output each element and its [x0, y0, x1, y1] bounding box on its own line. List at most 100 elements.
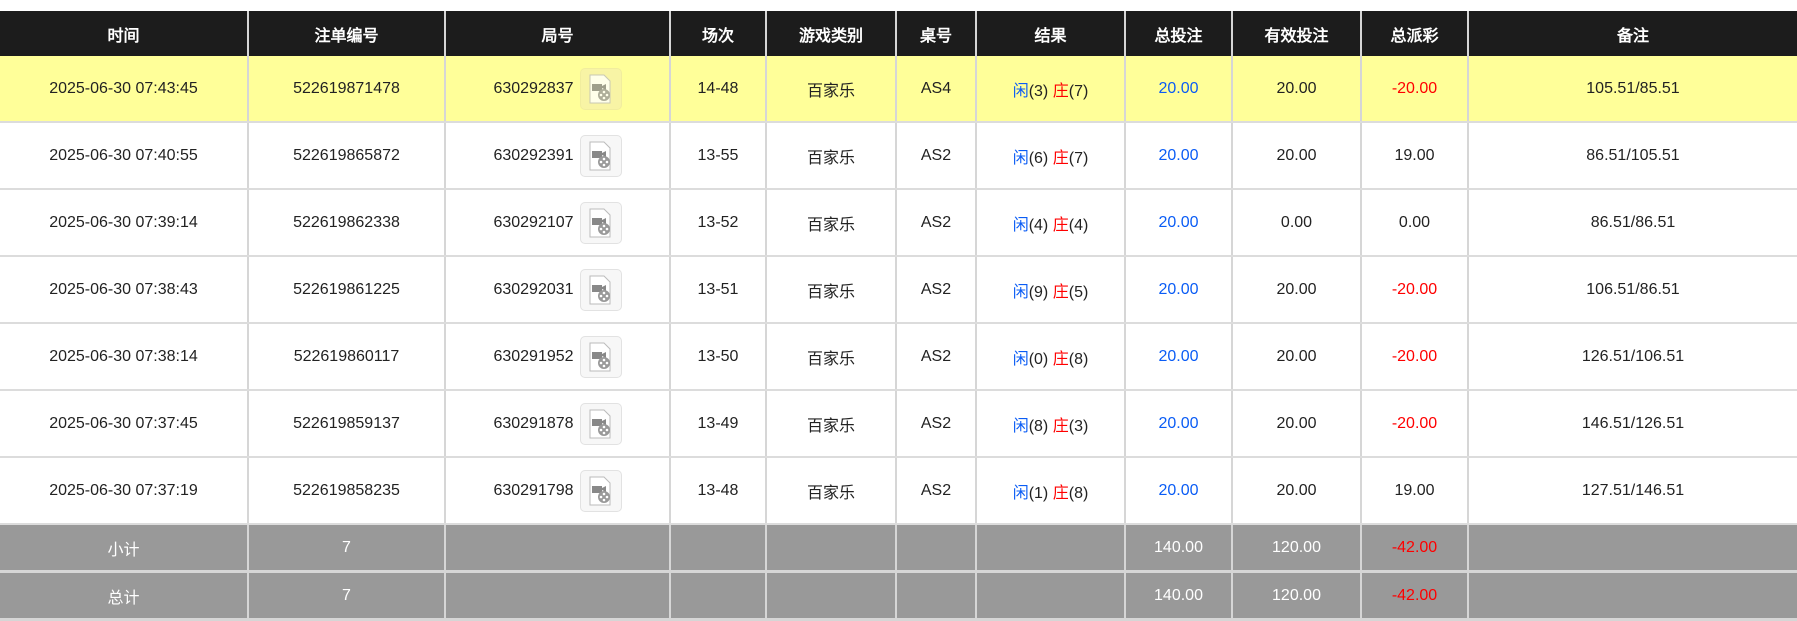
column-header[interactable]: 桌号 — [895, 11, 976, 56]
player-label: 闲 — [1012, 484, 1029, 502]
column-header[interactable]: 有效投注 — [1231, 11, 1361, 56]
total-bet-cell: 20.00 — [1124, 390, 1232, 458]
table-row: 2025-06-30 07:37:19 522619858235 6302917… — [0, 457, 1797, 525]
game-cell: 百家乐 — [765, 189, 896, 257]
game-cell: 百家乐 — [765, 323, 896, 391]
banker-label: 庄 — [1052, 283, 1069, 301]
table-header-row: 时间 注单编号 局号 场次 游戏类别 桌号 结果 总投注 有效投注 总派彩 备注 — [0, 11, 1797, 56]
player-score: (6) — [1028, 149, 1049, 167]
video-file-icon[interactable] — [579, 402, 622, 445]
note-cell: 105.51/85.51 — [1467, 56, 1797, 123]
banker-score: (5) — [1068, 283, 1089, 301]
payout-cell: -20.00 — [1360, 256, 1468, 324]
column-header[interactable]: 结果 — [975, 11, 1125, 56]
player-label: 闲 — [1012, 350, 1029, 368]
valid-bet-cell: 0.00 — [1231, 189, 1361, 257]
total-bet-cell: 20.00 — [1124, 256, 1232, 324]
note-cell: 127.51/146.51 — [1467, 457, 1797, 525]
player-score: (3) — [1028, 82, 1049, 100]
game-cell: 百家乐 — [765, 390, 896, 458]
game-cell: 百家乐 — [765, 122, 896, 190]
round-cell: 630291952 — [444, 323, 670, 391]
table-cell: AS2 — [895, 323, 976, 391]
video-file-icon[interactable] — [579, 201, 622, 244]
payout-cell: 19.00 — [1360, 122, 1468, 190]
column-header[interactable]: 局号 — [444, 11, 670, 56]
round-cell: 630291798 — [444, 457, 670, 525]
column-header[interactable]: 注单编号 — [247, 11, 445, 56]
time-cell: 2025-06-30 07:38:43 — [0, 256, 248, 324]
shoe-cell: 13-51 — [669, 256, 766, 324]
total-bet-cell: 20.00 — [1124, 323, 1232, 391]
table-cell: AS2 — [895, 457, 976, 525]
banker-label: 庄 — [1052, 216, 1069, 234]
round-cell: 630292837 — [444, 56, 670, 123]
bet-id-cell: 522619862338 — [247, 189, 445, 257]
result-cell: 闲(6) 庄(7) — [975, 122, 1125, 190]
banker-label: 庄 — [1052, 417, 1069, 435]
shoe-cell: 13-55 — [669, 122, 766, 190]
note-cell: 86.51/86.51 — [1467, 189, 1797, 257]
table-row: 2025-06-30 07:37:45 522619859137 6302918… — [0, 390, 1797, 458]
table-cell: AS2 — [895, 390, 976, 458]
valid-bet-cell: 20.00 — [1231, 390, 1361, 458]
banker-score: (4) — [1068, 216, 1089, 234]
video-file-icon[interactable] — [579, 67, 622, 110]
payout-cell: 0.00 — [1360, 189, 1468, 257]
column-header[interactable]: 场次 — [669, 11, 766, 56]
banker-label: 庄 — [1052, 82, 1069, 100]
grandtotal-total-bet: 140.00 — [1124, 571, 1232, 621]
grandtotal-count: 7 — [247, 571, 445, 621]
game-cell: 百家乐 — [765, 256, 896, 324]
round-number: 630292107 — [493, 213, 574, 231]
video-file-icon[interactable] — [579, 134, 622, 177]
valid-bet-cell: 20.00 — [1231, 323, 1361, 391]
player-label: 闲 — [1012, 82, 1029, 100]
video-file-icon[interactable] — [579, 469, 622, 512]
round-cell: 630292107 — [444, 189, 670, 257]
subtotal-valid-bet: 120.00 — [1231, 524, 1361, 573]
banker-score: (8) — [1068, 484, 1089, 502]
player-label: 闲 — [1012, 149, 1029, 167]
time-cell: 2025-06-30 07:43:45 — [0, 56, 248, 123]
column-header[interactable]: 总投注 — [1124, 11, 1232, 56]
shoe-cell: 13-48 — [669, 457, 766, 525]
player-score: (4) — [1028, 216, 1049, 234]
subtotal-count: 7 — [247, 524, 445, 573]
round-cell: 630292031 — [444, 256, 670, 324]
column-header[interactable]: 时间 — [0, 11, 248, 56]
round-cell: 630291878 — [444, 390, 670, 458]
banker-label: 庄 — [1052, 484, 1069, 502]
bet-id-cell: 522619859137 — [247, 390, 445, 458]
valid-bet-cell: 20.00 — [1231, 457, 1361, 525]
shoe-cell: 13-50 — [669, 323, 766, 391]
table-cell: AS2 — [895, 122, 976, 190]
player-score: (9) — [1028, 283, 1049, 301]
video-file-icon[interactable] — [579, 335, 622, 378]
subtotal-total-bet: 140.00 — [1124, 524, 1232, 573]
valid-bet-cell: 20.00 — [1231, 56, 1361, 123]
total-bet-cell: 20.00 — [1124, 56, 1232, 123]
banker-label: 庄 — [1052, 350, 1069, 368]
column-header[interactable]: 游戏类别 — [765, 11, 896, 56]
table-row: 2025-06-30 07:43:45 522619871478 6302928… — [0, 56, 1797, 123]
grandtotal-label: 总计 — [0, 571, 248, 621]
column-header[interactable]: 备注 — [1467, 11, 1797, 56]
game-cell: 百家乐 — [765, 56, 896, 123]
player-score: (0) — [1028, 350, 1049, 368]
result-cell: 闲(3) 庄(7) — [975, 56, 1125, 123]
shoe-cell: 14-48 — [669, 56, 766, 123]
column-header[interactable]: 总派彩 — [1360, 11, 1468, 56]
note-cell: 106.51/86.51 — [1467, 256, 1797, 324]
video-file-icon[interactable] — [579, 268, 622, 311]
grandtotal-payout: -42.00 — [1360, 571, 1468, 621]
subtotal-row: 小计 7 140.00 120.00 -42.00 — [0, 524, 1797, 573]
note-cell: 86.51/105.51 — [1467, 122, 1797, 190]
player-label: 闲 — [1012, 417, 1029, 435]
round-number: 630291878 — [493, 414, 574, 432]
table-cell: AS2 — [895, 256, 976, 324]
time-cell: 2025-06-30 07:38:14 — [0, 323, 248, 391]
round-number: 630291952 — [493, 347, 574, 365]
result-cell: 闲(9) 庄(5) — [975, 256, 1125, 324]
bet-id-cell: 522619861225 — [247, 256, 445, 324]
